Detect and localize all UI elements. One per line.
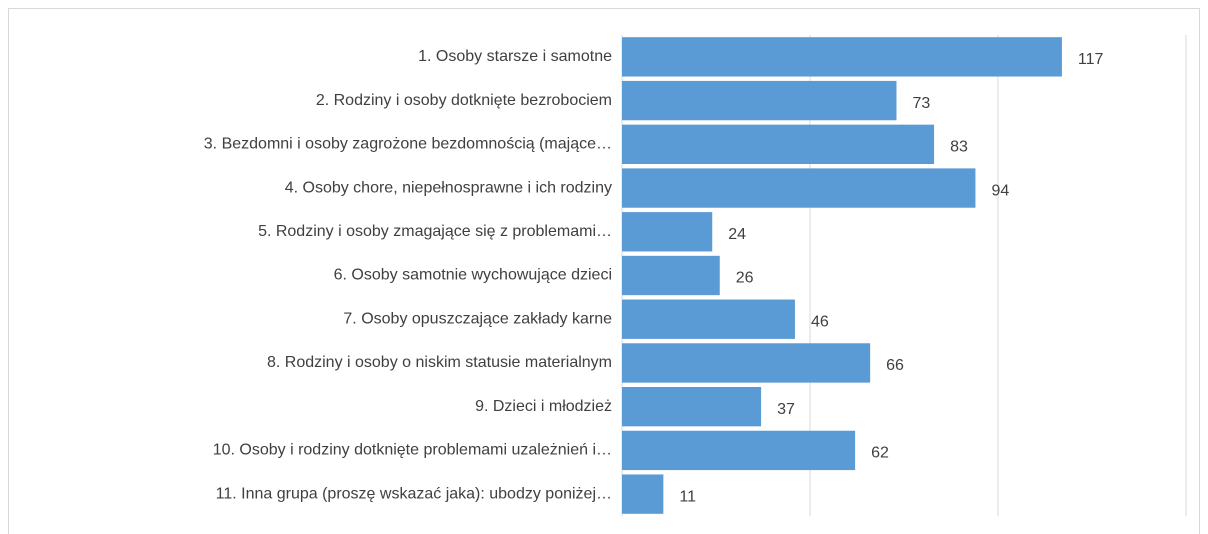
data-label: 24 [728, 226, 746, 243]
y-tick-label: 3. Bezdomni i osoby zagrożone bezdomnośc… [204, 136, 612, 153]
bar [622, 124, 935, 164]
y-tick-label: 8. Rodziny i osoby o niskim statusie mat… [267, 354, 612, 371]
bar [622, 299, 795, 339]
bar [622, 168, 976, 208]
y-tick-label: 9. Dzieci i młodzież [475, 398, 612, 415]
y-tick-label: 11. Inna grupa (proszę wskazać jaka): ub… [216, 485, 612, 502]
data-label: 26 [736, 270, 754, 287]
bar [622, 255, 720, 296]
data-label: 66 [886, 357, 904, 374]
bar [622, 387, 762, 427]
data-label: 83 [950, 139, 968, 156]
bar [622, 430, 856, 471]
chart-border [8, 8, 1200, 534]
y-tick-label: 2. Rodziny i osoby dotknięte bezrobociem [316, 92, 612, 109]
y-tick-label: 10. Osoby i rodziny dotknięte problemami… [213, 442, 612, 459]
y-tick-label: 5. Rodziny i osoby zmagające się z probl… [258, 223, 612, 240]
bar [622, 474, 664, 514]
y-tick-label: 7. Osoby opuszczające zakłady karne [343, 310, 612, 327]
y-tick-label: 6. Osoby samotnie wychowujące dzieci [334, 267, 612, 284]
bar [622, 212, 713, 252]
data-label: 117 [1078, 51, 1104, 68]
data-label: 73 [912, 95, 930, 112]
data-label: 11 [679, 488, 696, 505]
bar [622, 37, 1062, 77]
data-label: 46 [811, 313, 829, 330]
data-label: 94 [991, 182, 1009, 199]
data-label: 62 [871, 445, 889, 462]
bar [622, 80, 897, 121]
y-tick-label: 4. Osoby chore, niepełnosprawne i ich ro… [285, 179, 612, 196]
y-tick-label: 1. Osoby starsze i samotne [418, 48, 612, 65]
data-label: 37 [777, 401, 795, 418]
bar [622, 343, 871, 383]
